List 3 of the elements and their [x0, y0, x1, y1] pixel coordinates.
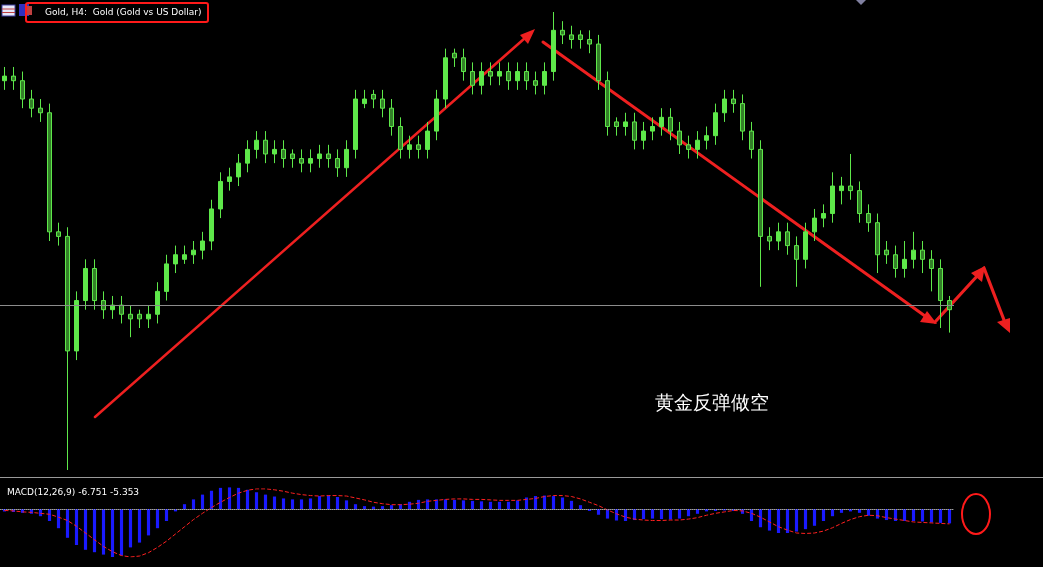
chart-title: Gold, H4: Gold (Gold vs US Dollar): [45, 6, 202, 17]
annotation: 黄金反弹做空: [655, 390, 769, 415]
chart-title: MACD(12,26,9) -6.751 -5.353: [7, 486, 140, 497]
